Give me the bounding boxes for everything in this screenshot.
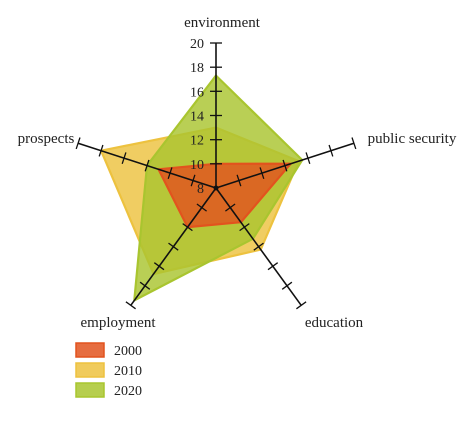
axis-label-prospects: prospects	[18, 131, 75, 147]
legend-swatch-2020	[75, 382, 105, 398]
axis-tick	[144, 159, 150, 172]
legend-swatch-2000	[75, 342, 105, 358]
tick-label: 18	[190, 61, 204, 76]
center-point	[213, 185, 219, 191]
axis-tick	[75, 137, 81, 150]
legend-label-2010: 2010	[114, 364, 142, 379]
axis-tick	[239, 223, 250, 232]
axis-tick	[281, 281, 293, 290]
axis-tick	[351, 137, 357, 150]
axis-tick	[236, 174, 242, 187]
axis-label-employment: employment	[81, 315, 157, 331]
axis-tick	[282, 159, 288, 172]
axis-tick	[153, 262, 165, 271]
axis-tick	[121, 152, 127, 165]
axis-tick	[182, 223, 193, 232]
axis-tick	[259, 167, 265, 180]
axis-tick	[98, 144, 104, 157]
axis-tick	[225, 203, 236, 212]
legend-label-2020: 2020	[114, 384, 142, 399]
axes-layer	[75, 42, 357, 310]
axis-tick	[190, 174, 196, 187]
tick-label: 14	[190, 110, 204, 125]
legend: 2000 2010 2020	[75, 342, 142, 399]
tick-label: 20	[190, 37, 204, 52]
axis-label-layer: environment public security education emplo…	[18, 15, 457, 331]
axis-tick	[305, 152, 311, 165]
axis-tick	[167, 167, 173, 180]
axis-tick	[253, 242, 264, 251]
legend-label-2000: 2000	[114, 344, 142, 359]
tick-label: 8	[197, 182, 204, 197]
axis-tick	[328, 144, 334, 157]
axis-label-public-security: public security	[368, 131, 457, 147]
legend-swatch-2010	[75, 362, 105, 378]
axis-tick	[139, 281, 151, 290]
tick-label-layer: 8 10 12 14 16 18 20	[190, 37, 204, 197]
axis-label-environment: environment	[184, 15, 261, 31]
axis-tick	[267, 262, 279, 271]
axis-label-education: education	[305, 315, 364, 331]
axis-tick	[296, 301, 307, 310]
tick-label: 16	[190, 85, 204, 100]
tick-label: 10	[190, 158, 204, 173]
tick-label: 12	[190, 134, 204, 149]
axis-tick	[196, 203, 207, 212]
axis-tick	[125, 301, 136, 310]
axis-tick	[168, 242, 179, 251]
